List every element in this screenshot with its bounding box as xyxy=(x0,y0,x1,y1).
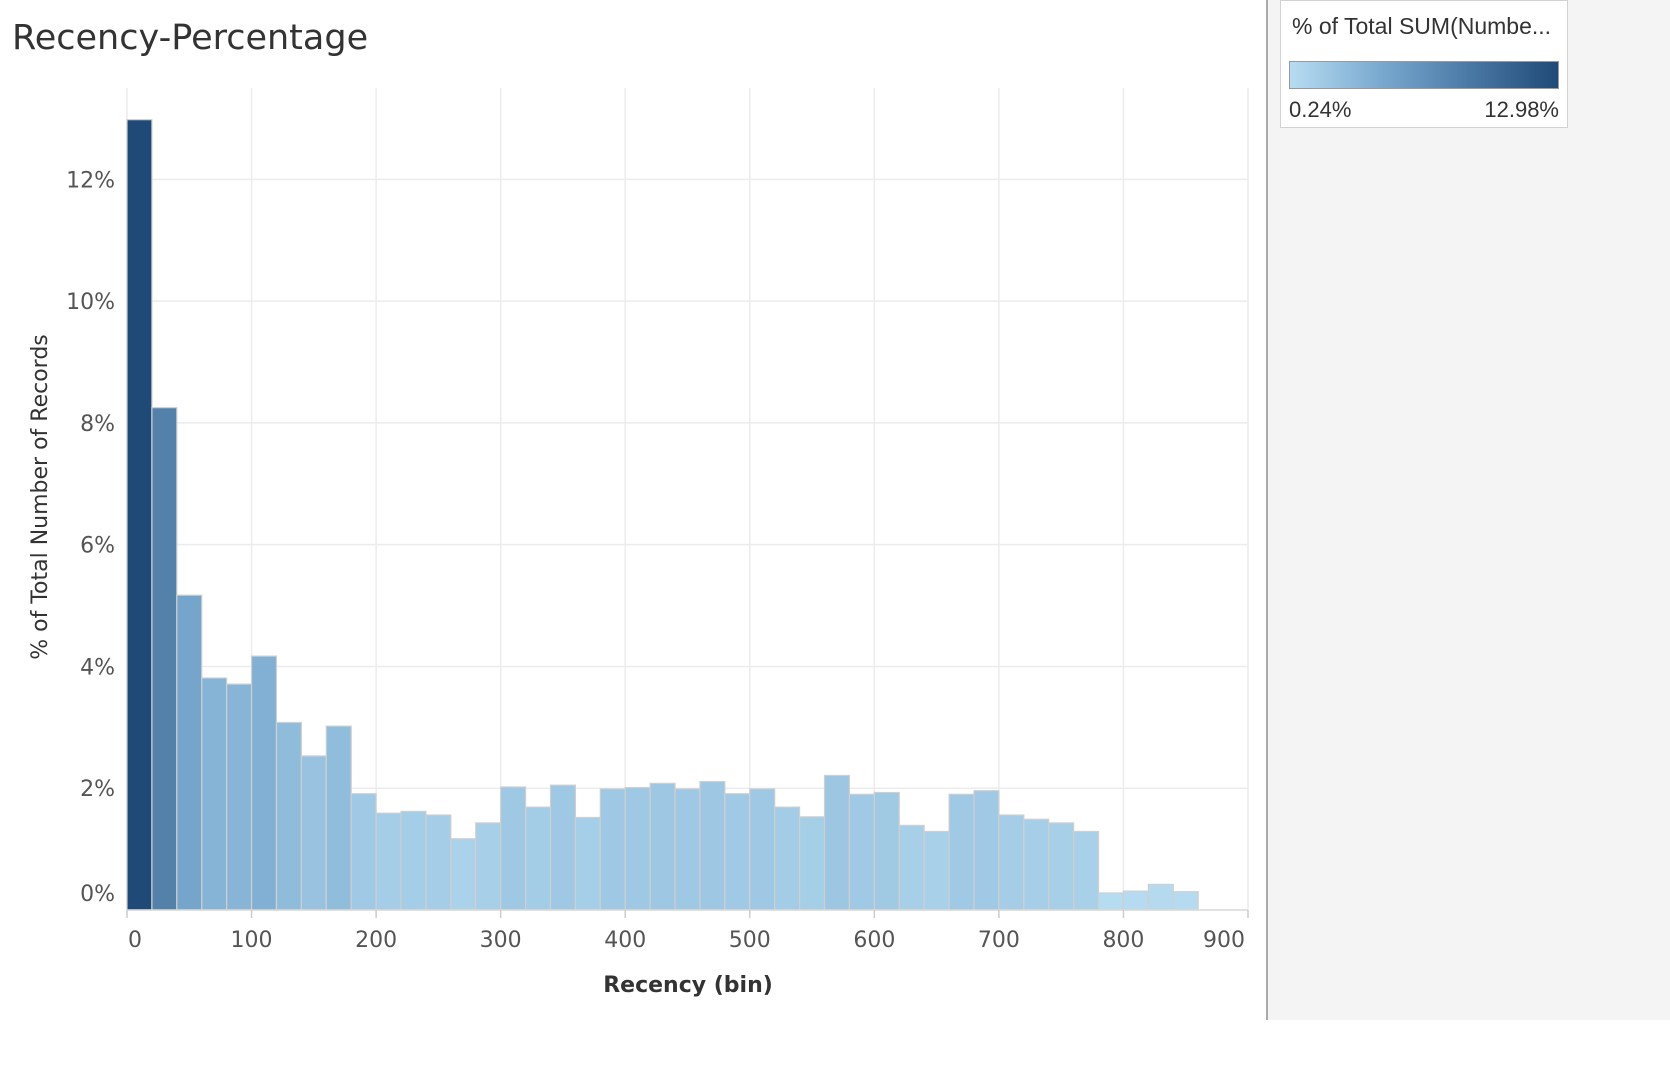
histogram-bar[interactable] xyxy=(873,791,900,911)
bars xyxy=(126,119,1199,911)
chart-title: Recency-Percentage xyxy=(12,18,369,58)
y-tick-label: 8% xyxy=(80,412,115,437)
histogram-bar[interactable] xyxy=(549,784,577,911)
histogram-bar[interactable] xyxy=(649,782,676,911)
histogram-bar[interactable] xyxy=(1048,822,1075,911)
color-legend[interactable]: % of Total SUM(Numbe... 0.24% 12.98% xyxy=(1280,0,1568,128)
histogram-bar[interactable] xyxy=(500,786,527,911)
histogram-bar[interactable] xyxy=(226,683,253,911)
histogram-bar[interactable] xyxy=(998,814,1025,911)
legend-min-label: 0.24% xyxy=(1289,97,1352,122)
x-tick-label: 400 xyxy=(604,928,646,953)
histogram-bar[interactable] xyxy=(450,838,477,911)
y-axis-ticks: 0% 2% 4% 6% 8% 10% 12% xyxy=(66,168,115,907)
x-tick-label: 700 xyxy=(978,928,1020,953)
histogram-bar[interactable] xyxy=(599,788,626,911)
histogram-bar[interactable] xyxy=(524,806,552,911)
y-tick-label: 12% xyxy=(66,168,115,193)
histogram-bar[interactable] xyxy=(325,725,352,911)
histogram-bar[interactable] xyxy=(300,755,327,911)
x-tick-label: 200 xyxy=(355,928,397,953)
histogram-chart: 0 100 200 300 400 500 600 700 800 900 0% 2% 4% 6% 8% 1… xyxy=(28,88,1249,998)
histogram-bar[interactable] xyxy=(624,787,651,911)
histogram-bar[interactable] xyxy=(749,788,776,911)
histogram-bar[interactable] xyxy=(724,793,751,911)
histogram-bar[interactable] xyxy=(425,814,452,911)
x-tick-label: 100 xyxy=(231,928,273,953)
histogram-bar[interactable] xyxy=(1122,890,1149,911)
histogram-bar[interactable] xyxy=(1097,892,1125,911)
y-tick-label: 10% xyxy=(66,290,115,315)
histogram-bar[interactable] xyxy=(574,816,601,911)
legend-color-ramp xyxy=(1289,61,1559,89)
y-tick-label: 4% xyxy=(80,655,115,680)
histogram-bar[interactable] xyxy=(798,816,826,911)
x-axis-title: Recency (bin) xyxy=(603,973,773,998)
histogram-bar[interactable] xyxy=(1023,818,1050,911)
y-axis-title: % of Total Number of Records xyxy=(28,334,53,660)
histogram-bar[interactable] xyxy=(400,810,427,911)
histogram-bar[interactable] xyxy=(1172,891,1199,911)
histogram-bar[interactable] xyxy=(375,812,402,911)
histogram-bar[interactable] xyxy=(848,793,875,911)
histogram-bar[interactable] xyxy=(1147,883,1174,911)
legend-title: % of Total SUM(Numbe... xyxy=(1292,13,1552,39)
histogram-bar[interactable] xyxy=(923,830,950,911)
histogram-bar[interactable] xyxy=(350,793,377,911)
histogram-bar[interactable] xyxy=(475,822,502,911)
x-axis-ticks: 0 100 200 300 400 500 600 700 800 900 xyxy=(126,910,1249,953)
x-tick-label: 500 xyxy=(729,928,771,953)
y-tick-label: 2% xyxy=(80,777,115,802)
x-tick-label: 0 xyxy=(128,928,142,953)
x-tick-label: 300 xyxy=(480,928,522,953)
histogram-bar[interactable] xyxy=(823,774,851,911)
y-tick-label: 6% xyxy=(80,534,115,559)
histogram-bar[interactable] xyxy=(1073,830,1100,911)
y-tick-label: 0% xyxy=(80,882,115,907)
legend-max-label: 12.98% xyxy=(1484,97,1559,122)
histogram-bar[interactable] xyxy=(674,788,701,911)
histogram-bar[interactable] xyxy=(973,790,1000,911)
grid-lines xyxy=(126,88,1249,910)
histogram-bar[interactable] xyxy=(948,793,975,911)
histogram-bar[interactable] xyxy=(898,824,925,911)
histogram-bar[interactable] xyxy=(275,721,302,911)
histogram-bar[interactable] xyxy=(176,594,203,911)
x-tick-label: 600 xyxy=(853,928,895,953)
histogram-bar[interactable] xyxy=(699,780,726,911)
right-side-panel: % of Total SUM(Numbe... 0.24% 12.98% xyxy=(1266,0,1670,1020)
histogram-bar[interactable] xyxy=(151,407,178,911)
x-tick-label: 900 xyxy=(1203,928,1245,953)
x-tick-label: 800 xyxy=(1102,928,1144,953)
histogram-bar[interactable] xyxy=(201,677,228,911)
histogram-bar[interactable] xyxy=(126,119,153,911)
histogram-bar[interactable] xyxy=(250,655,278,911)
histogram-bar[interactable] xyxy=(774,806,801,911)
